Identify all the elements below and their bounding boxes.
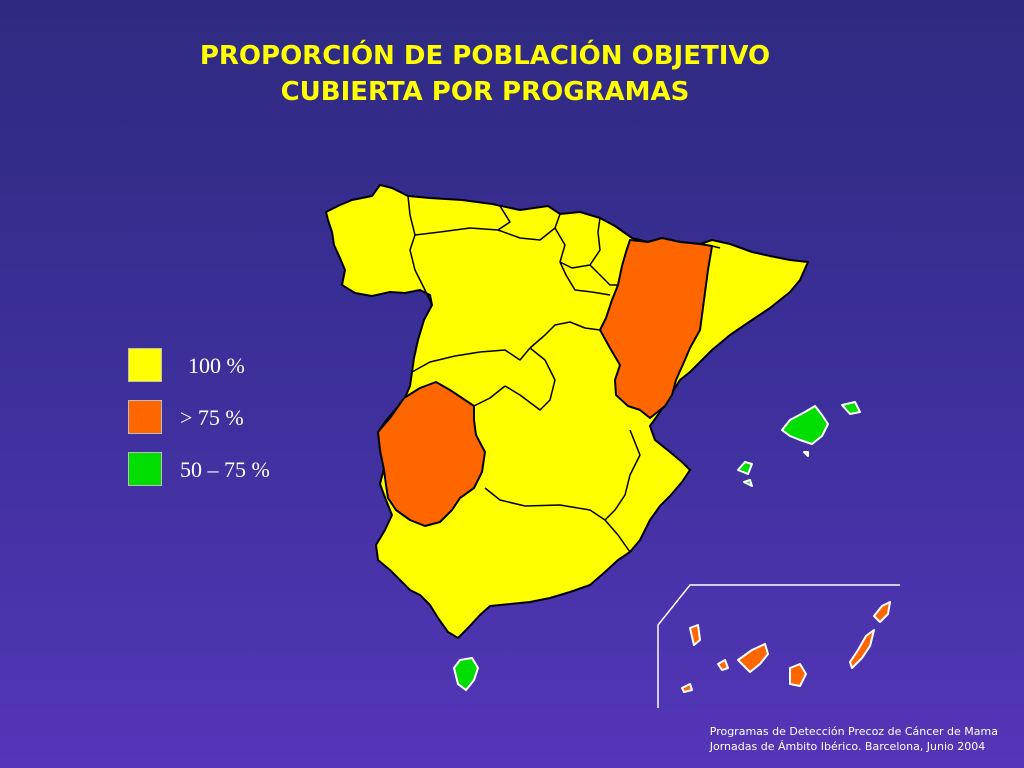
island-gran-canaria [789, 663, 807, 687]
island-la-palma [689, 624, 701, 646]
island-formentera [743, 479, 753, 487]
legend-swatch-100 [128, 348, 162, 382]
legend-label-over75: > 75 % [180, 405, 244, 430]
slide-title: PROPORCIÓN DE POBLACIÓN OBJETIVO CUBIERT… [0, 38, 970, 110]
legend-label-50-75: 50 – 75 % [180, 457, 270, 482]
canary-inset-frame [657, 584, 900, 708]
legend-item-100: 100 % [128, 348, 328, 384]
island-ibiza [737, 461, 753, 475]
island-tenerife [737, 643, 769, 673]
legend-item-50-75: 50 – 75 % [128, 452, 328, 488]
island-cabrera [803, 451, 809, 457]
legend-item-over75: > 75 % [128, 400, 328, 436]
footer-note: Programas de Detección Precoz de Cáncer … [710, 724, 998, 754]
island-menorca [841, 401, 861, 415]
title-line-1: PROPORCIÓN DE POBLACIÓN OBJETIVO [199, 41, 771, 71]
balearic-islands [737, 401, 861, 487]
region-aragon [599, 237, 713, 419]
region-ceuta [452, 656, 480, 692]
island-fuerteventura [849, 629, 875, 669]
title-line-2: CUBIERTA POR PROGRAMAS [280, 77, 690, 107]
legend-label-100: 100 % [188, 353, 245, 378]
region-extremadura [377, 381, 486, 527]
island-la-gomera [717, 659, 729, 671]
footer-line-2: Jornadas de Ámbito Ibérico. Barcelona, J… [709, 740, 986, 753]
island-el-hierro [681, 683, 693, 693]
legend-swatch-over75 [128, 400, 162, 434]
region-borders [407, 195, 721, 553]
island-mallorca [781, 405, 829, 445]
footer-line-1: Programas de Detección Precoz de Cáncer … [709, 725, 998, 738]
canary-islands [681, 601, 891, 693]
island-lanzarote [873, 601, 891, 623]
legend-swatch-50-75 [128, 452, 162, 486]
